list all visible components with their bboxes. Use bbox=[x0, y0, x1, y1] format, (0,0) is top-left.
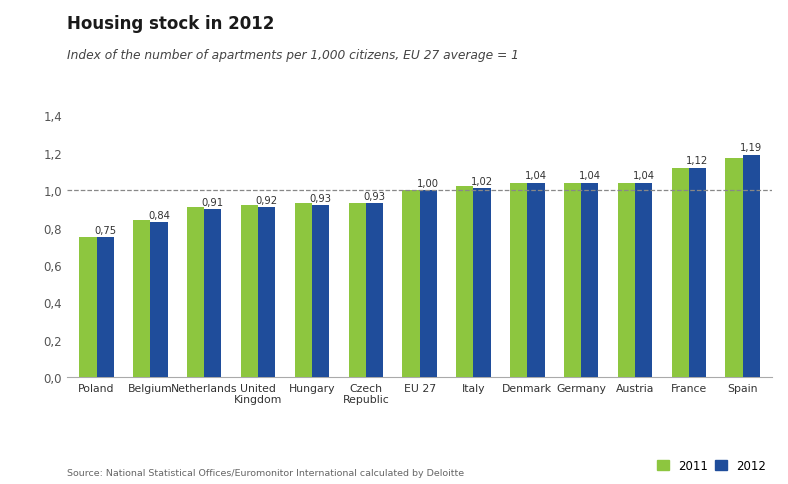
Text: 0,93: 0,93 bbox=[310, 194, 332, 203]
Legend: 2011, 2012: 2011, 2012 bbox=[657, 459, 767, 472]
Bar bbox=[671, 168, 689, 378]
Bar bbox=[564, 183, 581, 378]
Bar bbox=[419, 191, 437, 378]
Text: 1,04: 1,04 bbox=[633, 171, 655, 181]
Text: 1,00: 1,00 bbox=[417, 179, 439, 188]
Bar bbox=[474, 189, 491, 378]
Bar bbox=[97, 238, 113, 378]
Bar bbox=[348, 204, 366, 378]
Bar bbox=[258, 208, 275, 378]
Text: 1,04: 1,04 bbox=[525, 171, 547, 181]
Text: 0,92: 0,92 bbox=[255, 195, 278, 205]
Bar bbox=[689, 168, 706, 378]
Text: 1,02: 1,02 bbox=[471, 177, 493, 186]
Text: 1,12: 1,12 bbox=[686, 156, 708, 166]
Bar bbox=[726, 159, 742, 378]
Bar bbox=[527, 183, 545, 378]
Bar bbox=[151, 223, 168, 378]
Text: 0,91: 0,91 bbox=[202, 197, 224, 207]
Bar bbox=[366, 204, 383, 378]
Text: 0,75: 0,75 bbox=[94, 225, 117, 235]
Bar bbox=[742, 155, 760, 378]
Bar bbox=[456, 187, 474, 378]
Bar bbox=[581, 183, 598, 378]
Text: Index of the number of apartments per 1,000 citizens, EU 27 average = 1: Index of the number of apartments per 1,… bbox=[67, 48, 519, 61]
Bar bbox=[403, 191, 419, 378]
Bar bbox=[312, 206, 329, 378]
Bar bbox=[80, 238, 97, 378]
Bar bbox=[295, 204, 312, 378]
Text: 1,04: 1,04 bbox=[578, 171, 600, 181]
Bar bbox=[635, 183, 652, 378]
Bar bbox=[133, 221, 151, 378]
Text: 0,84: 0,84 bbox=[148, 210, 170, 220]
Text: Source: National Statistical Offices/Euromonitor International calculated by Del: Source: National Statistical Offices/Eur… bbox=[67, 468, 464, 477]
Text: 0,93: 0,93 bbox=[363, 192, 385, 201]
Bar bbox=[618, 183, 635, 378]
Bar bbox=[241, 206, 258, 378]
Bar bbox=[204, 210, 221, 378]
Bar bbox=[187, 208, 204, 378]
Text: Housing stock in 2012: Housing stock in 2012 bbox=[67, 15, 274, 32]
Text: 1,19: 1,19 bbox=[740, 143, 762, 153]
Bar bbox=[510, 183, 527, 378]
